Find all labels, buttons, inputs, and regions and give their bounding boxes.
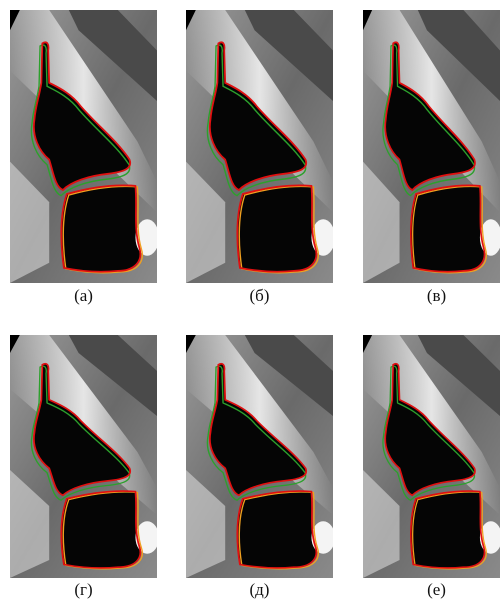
caption: (г) [44,580,124,600]
caption: (д) [220,580,300,600]
caption: (б) [220,286,300,306]
ultrasound-image [363,10,500,283]
ultrasound-image [10,10,157,283]
caption: (е) [397,580,477,600]
ultrasound-image [10,335,157,578]
ultrasound-image [363,335,500,578]
ultrasound-image [186,335,333,578]
caption: (а) [44,286,124,306]
figure: (а) (б) (в) (г) (д) (е) [0,0,500,601]
caption: (в) [397,286,477,306]
ultrasound-image [186,10,333,283]
